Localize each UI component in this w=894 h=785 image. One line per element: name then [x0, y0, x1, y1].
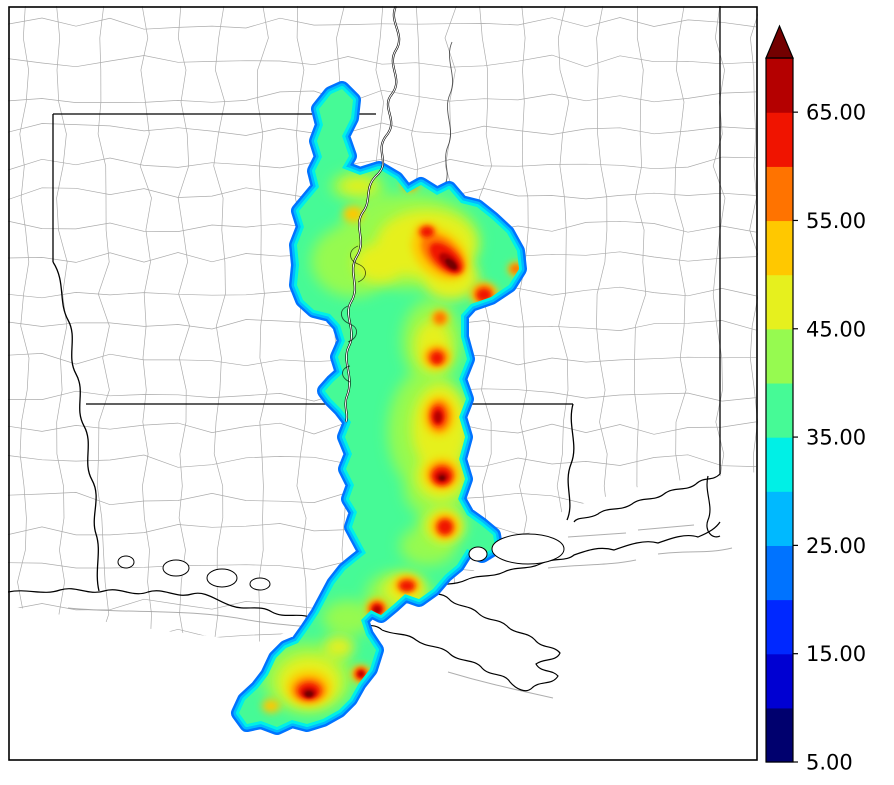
colorbar-arrow — [765, 24, 794, 59]
colorbar-tick-label: 15.00 — [806, 642, 866, 666]
colorbar-ticks: 65.00 55.00 45.00 35.00 25.00 15.00 5.00 — [793, 101, 866, 775]
colorbar-tick-label: 55.00 — [806, 209, 866, 233]
colorbar-tick-label: 65.00 — [806, 101, 866, 125]
contour-layer-6 — [305, 258, 457, 697]
river-layer — [341, 6, 454, 423]
colorbar-tick-label: 5.00 — [806, 751, 853, 775]
water-lines-layer — [67, 524, 733, 699]
colorbar: 65.00 55.00 45.00 35.00 25.00 15.00 5.00 — [765, 24, 866, 775]
colorbar-tick-label: 45.00 — [806, 317, 866, 341]
lakes-layer — [117, 533, 565, 591]
colorbar-gradient — [766, 58, 793, 763]
map-plot — [8, 6, 758, 761]
colorbar-tick-label: 25.00 — [806, 534, 866, 558]
colorbar-tick-label: 35.00 — [806, 426, 866, 450]
plot-frame — [8, 6, 758, 761]
